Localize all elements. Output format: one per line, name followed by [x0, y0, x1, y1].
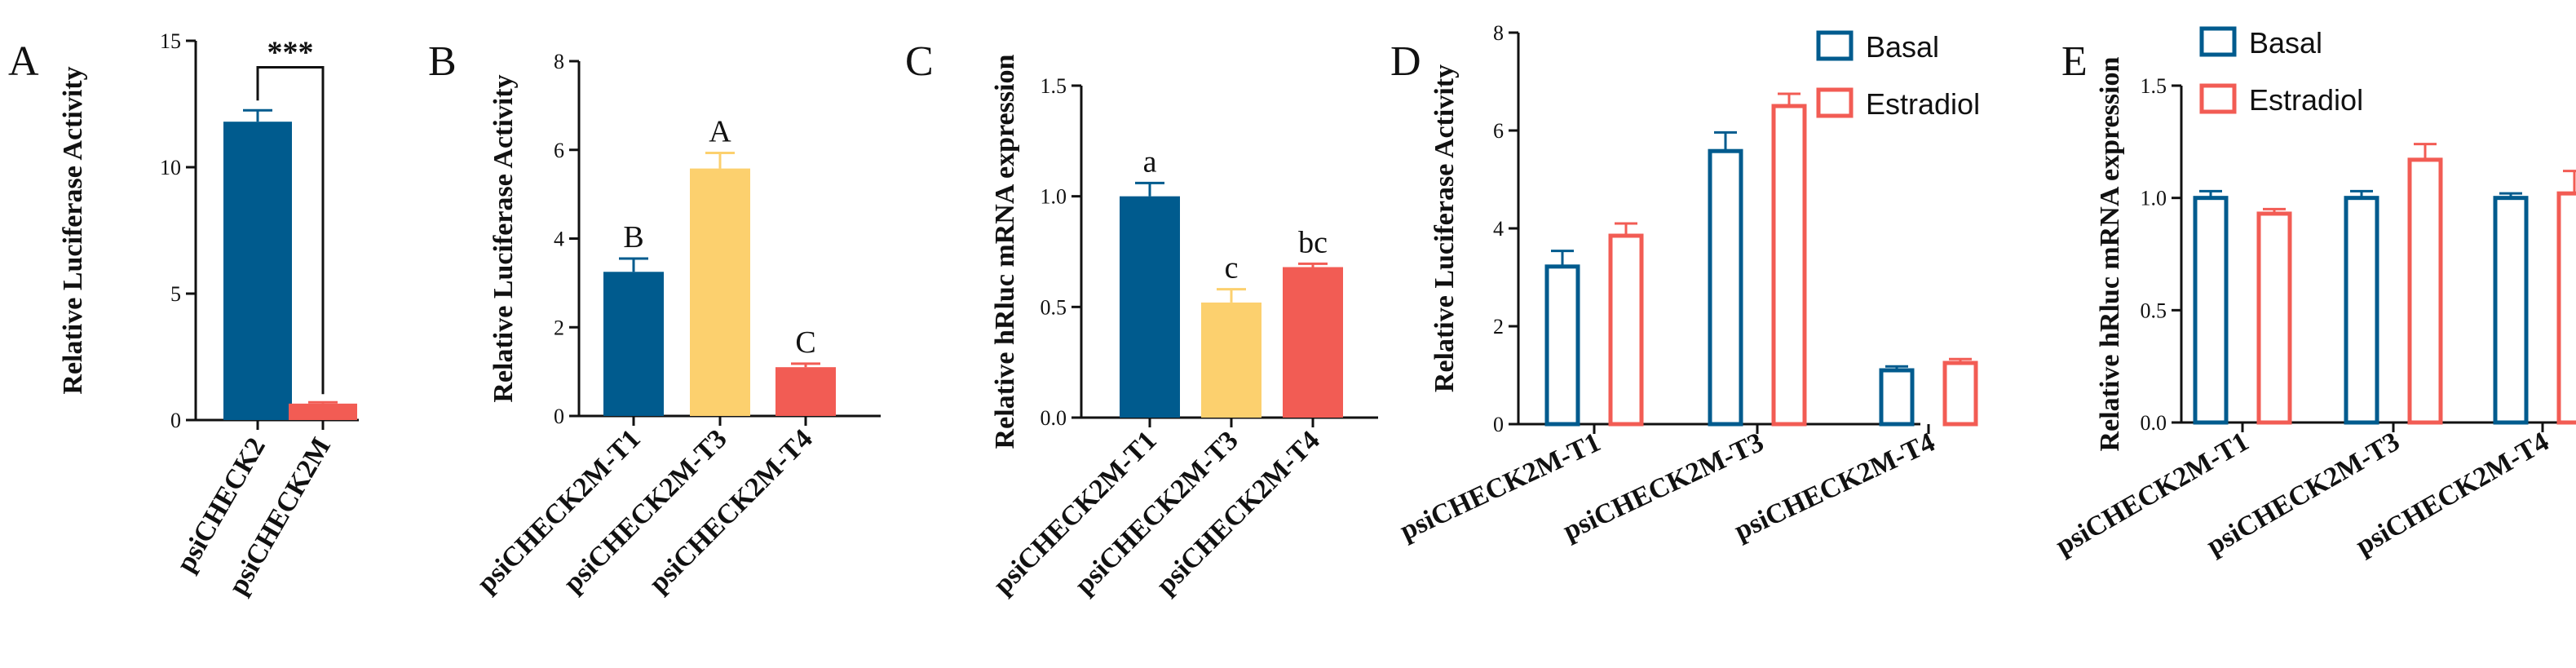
x-category-label: psiCHECK2M-T4 — [643, 423, 819, 599]
y-tick-label: 1.5 — [2141, 74, 2167, 98]
y-tick-label: 0 — [554, 405, 564, 428]
y-tick-label: 0 — [1493, 413, 1504, 436]
y-tick-label: 2 — [1493, 315, 1504, 338]
panel-letter: A — [8, 38, 39, 85]
x-category-label: psiCHECK2M-T1 — [471, 423, 647, 599]
bar — [1120, 196, 1180, 418]
legend-label-estradiol: Estradiol — [1866, 87, 1980, 121]
legend-label-basal: Basal — [1866, 30, 1939, 64]
bar — [1201, 302, 1261, 418]
y-axis-label: Relative Luciferase Activity — [488, 74, 519, 402]
y-tick-label: 5 — [170, 282, 181, 306]
bar-estradiol — [1608, 233, 1644, 427]
significance-letter: c — [1225, 251, 1239, 285]
y-tick-label: 4 — [554, 228, 564, 251]
panel-letter: D — [1390, 38, 1421, 85]
y-tick-label: 15 — [160, 29, 181, 53]
legend-swatch-estradiol — [1816, 87, 1854, 118]
y-axis-label: Relative hRluc mRNA expression — [990, 54, 1020, 449]
bar-estradiol — [1771, 104, 1807, 427]
y-tick-label: 8 — [554, 50, 564, 73]
significance-letter: a — [1143, 144, 1157, 179]
y-tick-label: 6 — [1493, 119, 1504, 143]
bar-estradiol — [2556, 191, 2576, 425]
x-category-label: psiCHECK2M-T3 — [558, 423, 733, 599]
bar — [223, 122, 292, 420]
bar-basal — [2193, 196, 2229, 425]
significance-letter: A — [709, 115, 731, 149]
bar-basal — [1544, 264, 1580, 427]
y-tick-label: 1.0 — [2141, 187, 2167, 210]
bar-basal — [1879, 368, 1915, 427]
panel-e: E 0.0 0.5 1.0 1.5 Relative hRluc mRNA express… — [2051, 26, 2576, 561]
y-axis-label: Relative Luciferase Activity — [1429, 64, 1460, 392]
y-axis-label: Relative hRluc mRNA expression — [2095, 56, 2125, 451]
panel-b: B 0 2 4 6 8 Relative Luciferase Activity psiCHE… — [428, 38, 881, 599]
significance-letter: bc — [1298, 225, 1328, 259]
significance-bracket — [256, 66, 325, 395]
y-tick-label: 6 — [554, 139, 564, 162]
bar — [1283, 267, 1343, 418]
bar-estradiol — [2256, 211, 2292, 425]
y-tick-label: 1.0 — [1041, 185, 1067, 209]
y-tick-label: 0 — [170, 409, 181, 432]
y-tick-label: 0.0 — [1041, 406, 1067, 430]
y-tick-label: 0.5 — [2141, 299, 2167, 322]
bar — [603, 272, 664, 416]
legend-swatch-estradiol — [2199, 83, 2237, 114]
legend-swatch-basal — [1816, 30, 1854, 61]
panel-c: C 0.0 0.5 1.0 1.5 Relative hRluc mRNA express… — [905, 38, 1378, 600]
panel-letter: E — [2061, 38, 2088, 85]
bar — [289, 403, 357, 420]
bar-estradiol — [2407, 157, 2443, 425]
bar — [690, 168, 750, 416]
bar-basal — [2493, 196, 2529, 425]
significance-stars: *** — [267, 36, 314, 70]
bar-basal — [1708, 148, 1743, 427]
y-tick-label: 4 — [1493, 217, 1504, 241]
legend-label-basal: Basal — [2249, 26, 2322, 60]
legend: Basal Estradiol — [1816, 30, 1980, 121]
significance-letter: B — [623, 220, 643, 254]
bar — [775, 367, 836, 416]
legend-label-estradiol: Estradiol — [2249, 83, 2363, 117]
y-tick-label: 10 — [160, 156, 181, 179]
legend-swatch-basal — [2199, 26, 2237, 57]
legend: Basal Estradiol — [2199, 26, 2363, 117]
y-tick-label: 2 — [554, 316, 564, 339]
panel-letter: B — [428, 38, 457, 85]
y-tick-label: 0.0 — [2141, 411, 2167, 435]
y-axis-label: Relative Luciferase Activity — [58, 66, 88, 394]
y-tick-label: 8 — [1493, 21, 1504, 45]
panel-letter: C — [905, 38, 934, 85]
bar-basal — [2344, 196, 2379, 425]
bar-estradiol — [1942, 361, 1978, 427]
significance-letter: C — [795, 325, 815, 360]
y-tick-label: 0.5 — [1041, 295, 1067, 319]
y-tick-label: 1.5 — [1041, 74, 1067, 98]
